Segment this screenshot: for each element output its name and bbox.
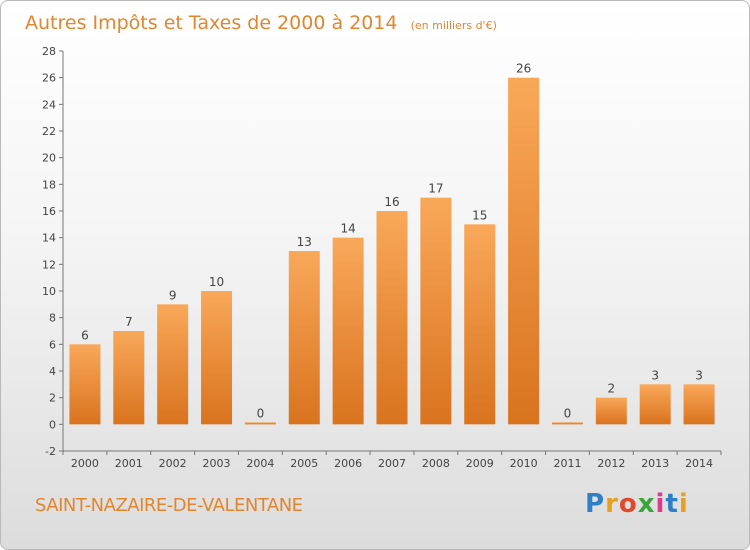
x-tick-label: 2001 (115, 457, 143, 470)
value-labels-layer: 6 7 9 10 0 13 14 16 17 15 26 0 2 3 3 (81, 62, 703, 421)
bar-2014 (683, 384, 715, 425)
y-tick-label: 22 (42, 125, 56, 138)
x-tick-label: 2000 (71, 457, 99, 470)
data-label-2005: 13 (297, 235, 312, 249)
data-label-2004: 0 (257, 406, 265, 420)
data-label-2000: 6 (81, 328, 89, 342)
bar-2006 (332, 237, 364, 425)
logo-letter: x (637, 489, 656, 519)
bar-2001 (113, 331, 145, 425)
y-tick-label: 2 (49, 392, 56, 405)
x-tick-label: 2005 (290, 457, 318, 470)
bar-2013 (639, 384, 671, 425)
data-label-2008: 17 (428, 182, 443, 196)
commune-name: SAINT-NAZAIRE-DE-VALENTANE (35, 495, 303, 516)
x-tick-label: 2009 (466, 457, 494, 470)
bar-2002 (157, 304, 189, 425)
logo-letter: o (618, 489, 638, 519)
data-label-2009: 15 (472, 208, 487, 222)
bar-2003 (201, 291, 233, 425)
x-tick-label: 2011 (553, 457, 581, 470)
x-tick-label: 2004 (246, 457, 274, 470)
data-label-2012: 2 (608, 382, 616, 396)
bar-2007 (376, 211, 408, 425)
x-tick-label: 2003 (203, 457, 231, 470)
logo-letter: i (655, 489, 666, 519)
data-label-2001: 7 (125, 315, 133, 329)
x-tick-label: 2006 (334, 457, 362, 470)
bar-2011 (551, 422, 583, 425)
bar-2012 (595, 397, 627, 425)
y-tick-label: 16 (42, 205, 56, 218)
x-tick-label: 2012 (597, 457, 625, 470)
x-tick-label: 2014 (685, 457, 713, 470)
data-label-2013: 3 (651, 368, 659, 382)
y-tick-label: 28 (42, 45, 56, 58)
bar-2004 (244, 422, 276, 425)
bar-2005 (288, 251, 320, 425)
x-tick-label: 2007 (378, 457, 406, 470)
bar-2010 (508, 77, 540, 425)
data-label-2007: 16 (384, 195, 399, 209)
y-tick-label: 0 (49, 418, 56, 431)
x-tick-label: 2010 (510, 457, 538, 470)
logo-letter: r (605, 489, 619, 519)
y-tick-label: 14 (42, 232, 56, 245)
data-label-2011: 0 (564, 406, 572, 420)
y-tick-label: 8 (49, 312, 56, 325)
logo-letter: P (585, 489, 606, 519)
bar-2000 (69, 344, 101, 425)
x-tick-label: 2013 (641, 457, 669, 470)
bar-2008 (420, 197, 452, 425)
logo-letter: t (665, 489, 679, 519)
bars-layer (69, 77, 715, 425)
y-tick-label: 24 (42, 98, 56, 111)
y-tick-label: 10 (42, 285, 56, 298)
chart-title: Autres Impôts et Taxes de 2000 à 2014 (e… (25, 12, 497, 34)
data-label-2002: 9 (169, 288, 177, 302)
data-label-2006: 14 (340, 222, 355, 236)
data-label-2003: 10 (209, 275, 224, 289)
logo-letter: i (678, 489, 689, 519)
x-tick-label: 2002 (159, 457, 187, 470)
data-label-2014: 3 (695, 368, 703, 382)
bar-2009 (464, 224, 496, 425)
proxiti-logo: Proxiti (585, 489, 689, 519)
x-axis: 2000 2001 2002 2003 2004 2005 2006 2007 2008 2009… (62, 450, 722, 470)
chart-title-unit: (en milliers d'€) (411, 19, 497, 32)
y-tick-label: 6 (49, 338, 56, 351)
y-tick-label: 4 (49, 365, 56, 378)
y-tick-label: 26 (42, 72, 56, 85)
y-tick-label: 20 (42, 152, 56, 165)
y-tick-label: 18 (42, 178, 56, 191)
x-tick-label: 2008 (422, 457, 450, 470)
y-tick-label: -2 (45, 445, 56, 458)
chart-title-main: Autres Impôts et Taxes de 2000 à 2014 (25, 12, 398, 34)
data-label-2010: 26 (516, 62, 531, 76)
y-tick-label: 12 (42, 258, 56, 271)
